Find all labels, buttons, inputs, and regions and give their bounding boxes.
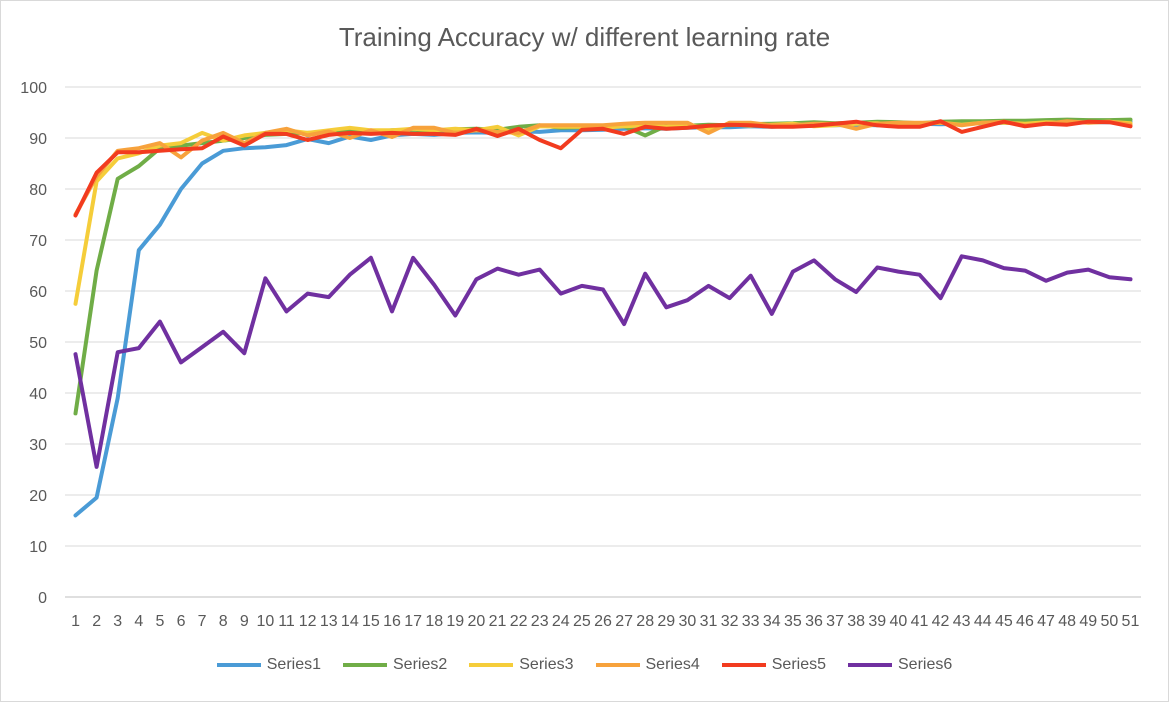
x-tick-label: 4 [134,613,143,630]
x-tick-label: 13 [320,613,338,630]
x-tick-label: 36 [805,613,823,630]
y-tick-label: 40 [29,386,47,403]
x-tick-label: 12 [299,613,317,630]
x-tick-label: 21 [489,613,507,630]
x-tick-label: 6 [177,613,186,630]
legend-label: Series6 [898,656,953,673]
legend-label: Series5 [771,656,826,673]
legend-label: Series1 [266,656,321,673]
x-tick-label: 19 [446,613,464,630]
y-tick-label: 50 [29,335,47,352]
legend-label: Series3 [519,656,574,673]
chart-title: Training Accuracy w/ different learning … [338,22,831,52]
x-tick-label: 14 [341,613,359,630]
legend-item-series4: Series4 [595,655,700,675]
series-line-series2 [73,117,1133,416]
x-tick-label: 32 [721,613,739,630]
x-tick-label: 50 [1100,613,1118,630]
x-tick-label: 43 [953,613,971,630]
x-tick-label: 20 [468,613,486,630]
y-tick-label: 20 [29,488,47,505]
x-tick-label: 29 [657,613,675,630]
x-tick-label: 25 [573,613,591,630]
x-tick-label: 17 [404,613,422,630]
y-tick-label: 90 [29,131,47,148]
legend-label: Series4 [645,656,700,673]
y-tick-label: 100 [20,80,47,97]
legend-swatch [343,663,387,667]
legend-swatch [216,663,261,667]
y-tick-label: 10 [29,539,47,556]
legend-item-series6: Series6 [848,655,952,675]
x-tick-label: 10 [257,613,275,630]
series-line-series6 [73,254,1133,469]
x-tick-label: 51 [1122,613,1140,630]
x-tick-label: 9 [240,613,249,630]
y-tick-label: 30 [29,437,47,454]
y-tick-label: 70 [29,233,47,250]
x-tick-label: 33 [742,613,760,630]
x-tick-label: 27 [615,613,633,630]
x-tick-label: 42 [932,613,950,630]
x-tick-label: 1 [71,613,80,630]
x-tick-label: 24 [552,613,570,630]
x-tick-label: 47 [1037,613,1055,630]
legend-swatch [848,663,892,667]
x-axis-ticks: 1 2 3 4 5 6 7 8 9 10 11 12 13 14 15 16 17 18 19 20 21 22 23 24 2… [71,613,1139,630]
x-tick-label: 40 [889,613,907,630]
x-tick-label: 35 [784,613,802,630]
x-tick-label: 3 [113,613,122,630]
x-tick-label: 37 [826,613,844,630]
x-tick-label: 41 [911,613,929,630]
y-axis-ticks: 0 10 20 30 40 50 60 70 80 90 100 [20,80,47,607]
x-tick-label: 44 [974,613,992,630]
legend-item-series1: Series1 [216,655,321,675]
series-lines [73,117,1133,518]
x-tick-label: 11 [278,613,295,630]
x-tick-label: 34 [763,613,781,630]
gridlines [65,86,1141,598]
legend-item-series5: Series5 [721,655,826,675]
x-tick-label: 16 [383,613,401,630]
y-tick-label: 0 [38,590,47,607]
legend-swatch [721,663,766,667]
legend-swatch [469,663,514,667]
x-tick-label: 2 [92,613,101,630]
x-tick-label: 38 [847,613,865,630]
legend-label: Series2 [393,656,448,673]
x-tick-label: 45 [995,613,1013,630]
x-tick-label: 7 [198,613,207,630]
y-tick-label: 60 [29,284,47,301]
x-tick-label: 39 [868,613,886,630]
x-tick-label: 8 [219,613,228,630]
x-tick-label: 23 [531,613,549,630]
legend-item-series2: Series2 [343,655,447,675]
x-tick-label: 22 [510,613,528,630]
legend: Series1 Series2 Series3 Series4 Series5 Serie… [0,655,1169,675]
x-tick-label: 15 [362,613,380,630]
x-tick-label: 49 [1079,613,1097,630]
legend-item-series3: Series3 [469,655,574,675]
x-tick-label: 26 [594,613,612,630]
x-tick-label: 28 [636,613,654,630]
x-tick-label: 31 [700,613,718,630]
y-tick-label: 80 [29,182,47,199]
x-tick-label: 18 [425,613,443,630]
x-tick-label: 5 [155,613,164,630]
x-tick-label: 48 [1058,613,1076,630]
x-tick-label: 46 [1016,613,1034,630]
x-tick-label: 30 [678,613,696,630]
series-line-series1 [73,119,1133,518]
series-line-series5 [73,119,1133,218]
series-line-series4 [73,119,1133,217]
legend-swatch [595,663,640,667]
